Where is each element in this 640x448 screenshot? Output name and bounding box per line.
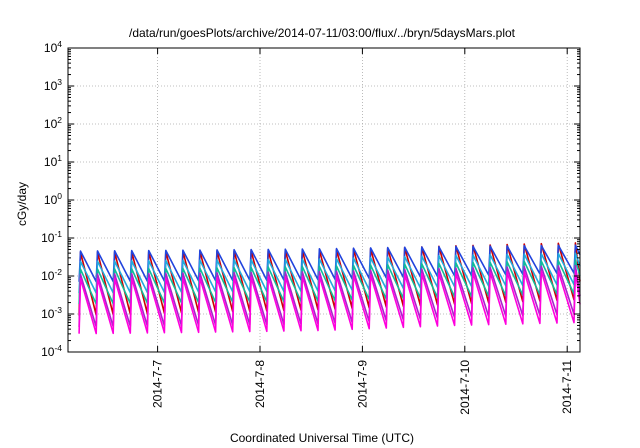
chart-title: /data/run/goesPlots/archive/2014-07-11/0… [129,26,516,40]
x-tick-marks: 2014-7-7 2014-7-8 2014-7-9 2014-7-10 2014-7-… [151,48,574,415]
y-tick-marks: 10-4 10-3 10-2 10-1 100 101 102 103 104 [41,39,580,359]
x-tick-label: 2014-7-10 [458,360,472,415]
x-tick-label: 2014-7-9 [355,360,369,408]
y-tick-label: 10-1 [41,229,62,245]
y-tick-label: 104 [44,39,62,55]
y-tick-label: 102 [44,115,62,131]
y-tick-label: 100 [44,191,62,207]
series-line-5 [78,269,581,335]
y-tick-label: 10-3 [41,305,62,321]
y-tick-label: 103 [44,77,62,93]
series-group [78,242,581,335]
x-tick-label: 2014-7-8 [253,360,267,408]
y-tick-label: 10-4 [41,343,62,359]
x-tick-label: 2014-7-7 [151,360,165,408]
y-tick-label: 10-2 [41,267,62,283]
y-tick-label: 101 [44,153,62,169]
y-axis-label: cGy/day [15,182,29,226]
x-tick-label: 2014-7-11 [560,360,574,414]
x-axis-label: Coordinated Universal Time (UTC) [230,431,414,445]
